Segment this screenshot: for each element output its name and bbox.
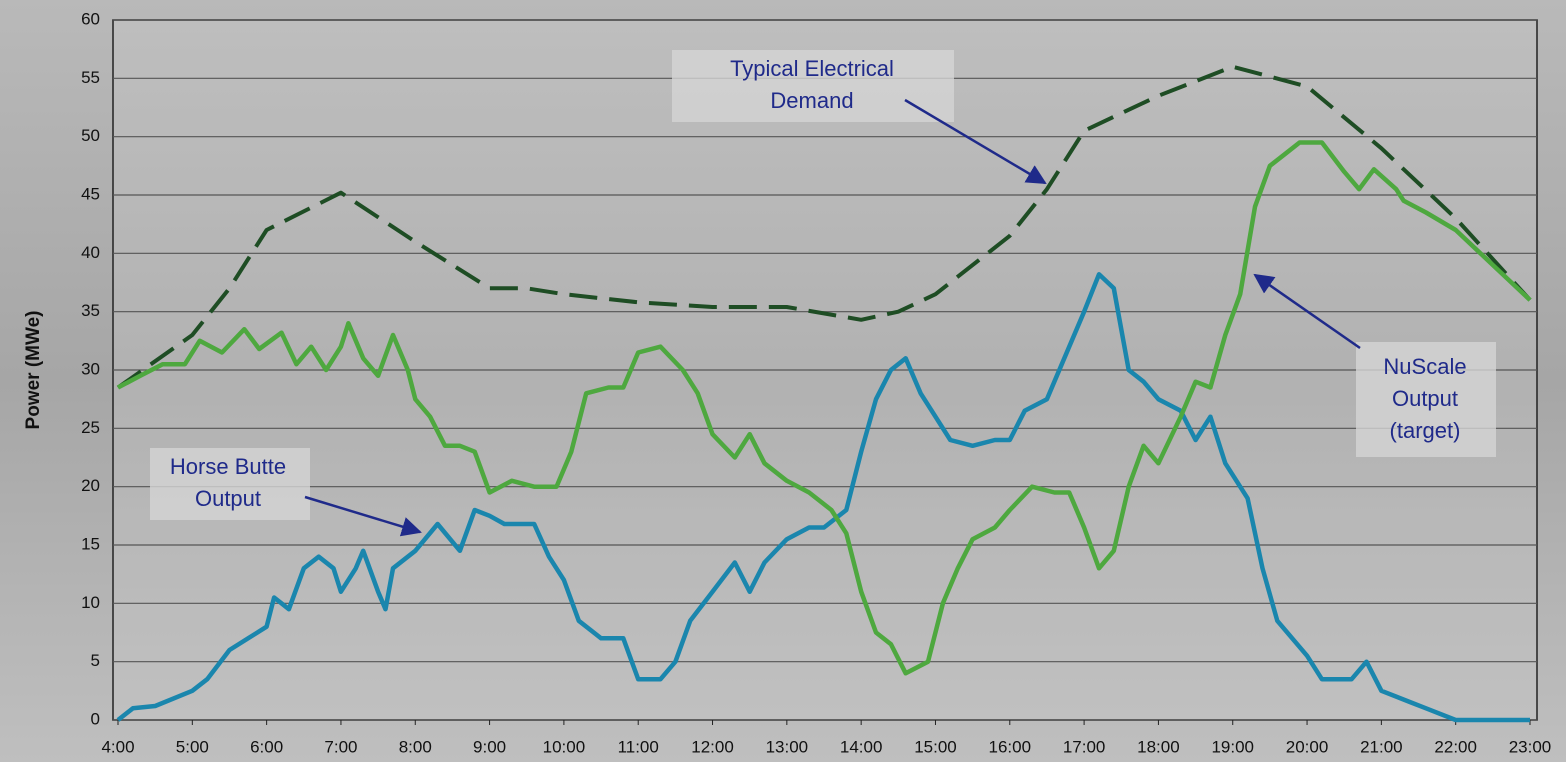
- y-axis-label: Power (MWe): [23, 311, 44, 430]
- y-tick-label: 30: [81, 359, 100, 378]
- x-tick-label: 22:00: [1434, 737, 1477, 756]
- x-tick-label: 12:00: [691, 737, 734, 756]
- x-tick-label: 9:00: [473, 737, 506, 756]
- y-tick-label: 60: [81, 9, 100, 28]
- x-tick-label: 11:00: [618, 737, 659, 756]
- y-tick-label: 40: [81, 243, 100, 262]
- annotation: Output: [1392, 386, 1458, 411]
- x-tick-label: 7:00: [324, 737, 357, 756]
- x-tick-label: 10:00: [543, 737, 586, 756]
- annotation: Typical Electrical: [730, 56, 894, 81]
- series-line: [116, 64, 1532, 390]
- x-tick-label: 13:00: [766, 737, 809, 756]
- y-tick-label: 10: [81, 593, 100, 612]
- annotation: (target): [1390, 418, 1461, 443]
- x-tick-label: 4:00: [101, 737, 134, 756]
- x-tick-label: 14:00: [840, 737, 883, 756]
- series-line: [116, 140, 1532, 676]
- y-tick-label: 5: [91, 651, 100, 670]
- series-line: [116, 272, 1530, 723]
- x-tick-label: 16:00: [989, 737, 1032, 756]
- annotation-box: [1356, 342, 1496, 457]
- y-tick-label: 25: [81, 418, 100, 437]
- x-tick-label: 20:00: [1286, 737, 1329, 756]
- x-tick-label: 18:00: [1137, 737, 1180, 756]
- y-tick-label: 55: [81, 68, 100, 87]
- annotation: NuScale: [1383, 354, 1466, 379]
- x-tick-label: 5:00: [176, 737, 209, 756]
- annotation-arrow: [904, 98, 1047, 185]
- annotation: Demand: [770, 88, 853, 113]
- x-tick-label: 15:00: [914, 737, 957, 756]
- annotation-arrow: [1253, 273, 1361, 350]
- x-tick-label: 17:00: [1063, 737, 1106, 756]
- x-tick-label: 19:00: [1211, 737, 1254, 756]
- y-tick-label: 20: [81, 476, 100, 495]
- x-tick-label: 21:00: [1360, 737, 1403, 756]
- annotation: Output: [195, 486, 261, 511]
- y-tick-label: 50: [81, 126, 100, 145]
- y-tick-label: 35: [81, 301, 100, 320]
- annotation: Horse Butte: [170, 454, 286, 479]
- x-tick-label: 23:00: [1509, 737, 1552, 756]
- y-tick-label: 45: [81, 184, 100, 203]
- annotation-box: [672, 50, 954, 122]
- annotation-arrow: [304, 495, 422, 537]
- annotation-box: [150, 448, 310, 520]
- y-tick-label: 15: [81, 534, 100, 553]
- y-tick-label: 0: [91, 709, 100, 728]
- x-tick-label: 8:00: [399, 737, 432, 756]
- x-tick-label: 6:00: [250, 737, 283, 756]
